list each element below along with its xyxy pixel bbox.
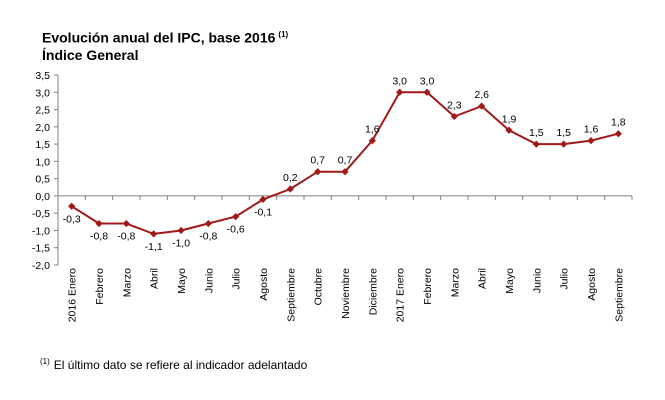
data-point — [177, 226, 185, 235]
footnote-text: El último dato se refiere al indicador a… — [53, 358, 308, 372]
data-label: -1,0 — [172, 237, 190, 249]
y-tick-label: 2,0 — [35, 122, 50, 134]
data-label: 1,5 — [529, 127, 544, 139]
x-tick-label: Agosto — [258, 268, 270, 301]
x-tick-label: Mayo — [176, 268, 188, 294]
y-tick-label: 0,0 — [35, 191, 50, 203]
data-label: 1,9 — [502, 113, 517, 125]
data-label: -0,6 — [227, 224, 245, 236]
chart-title-block: Evolución anual del IPC, base 2016 (1) Ín… — [42, 26, 288, 64]
x-tick-label: Mayo — [504, 268, 516, 294]
data-label: 1,6 — [584, 124, 599, 136]
x-tick-label: Abril — [477, 268, 489, 289]
data-point — [423, 88, 431, 96]
data-point — [232, 213, 240, 221]
y-tick-label: 2,5 — [35, 105, 50, 117]
data-point — [150, 230, 158, 238]
data-point — [368, 137, 376, 145]
footnote: (1) El último dato se refiere al indicado… — [40, 357, 307, 372]
data-label: 3,0 — [392, 75, 407, 87]
y-tick-label: -1,0 — [32, 225, 50, 237]
data-point — [396, 88, 404, 96]
y-tick-label: 3,5 — [35, 70, 50, 82]
x-tick-label: Noviembre — [340, 268, 352, 319]
y-tick-label: 3,0 — [35, 87, 50, 99]
data-label: 3,0 — [420, 75, 435, 87]
data-label: -0,8 — [117, 231, 135, 243]
data-point — [505, 126, 513, 134]
data-point — [478, 102, 486, 110]
data-label: -0,3 — [63, 213, 81, 225]
data-point — [314, 168, 322, 176]
data-label: -0,1 — [254, 206, 272, 218]
data-point — [341, 168, 349, 176]
y-tick-label: 0,5 — [35, 174, 50, 186]
data-label: -0,8 — [90, 231, 108, 243]
data-label: -1,1 — [145, 241, 163, 253]
data-label: 2,3 — [447, 99, 462, 111]
y-tick-label: -2,0 — [32, 260, 50, 272]
data-label: 0,7 — [310, 155, 325, 167]
x-tick-label: 2017 Enero — [395, 268, 407, 322]
data-point — [450, 112, 458, 121]
data-point — [560, 140, 568, 148]
data-label: 1,5 — [556, 127, 571, 139]
data-label: 2,6 — [474, 89, 489, 101]
data-label: 0,2 — [283, 172, 298, 184]
x-tick-label: Junio — [203, 268, 215, 293]
x-tick-label: 2016 Enero — [67, 268, 79, 322]
data-point — [587, 137, 595, 145]
x-tick-label: Octubre — [313, 268, 325, 306]
x-tick-label: Julio — [231, 268, 243, 290]
x-tick-label: Abril — [149, 268, 161, 289]
x-tick-label: Agosto — [586, 268, 598, 301]
data-point — [259, 195, 267, 203]
data-point — [286, 185, 294, 193]
data-label: 1,8 — [611, 117, 626, 129]
data-point — [532, 140, 540, 148]
x-tick-label: Marzo — [121, 268, 133, 297]
data-label: -0,8 — [199, 231, 217, 243]
footnote-mark: (1) — [40, 357, 50, 366]
data-point — [95, 219, 103, 228]
x-tick-label: Julio — [559, 268, 571, 290]
x-tick-label: Diciembre — [367, 268, 379, 315]
chart-subtitle: Índice General — [42, 46, 139, 63]
x-tick-label: Marzo — [449, 268, 461, 297]
y-tick-label: -1,5 — [32, 243, 50, 255]
data-point — [204, 219, 212, 228]
x-tick-label: Febrero — [422, 268, 434, 305]
y-tick-label: 1,0 — [35, 156, 50, 168]
data-point — [68, 202, 76, 210]
data-label: 0,7 — [338, 155, 353, 167]
chart-title: Evolución anual del IPC, base 2016 (1) — [42, 26, 288, 47]
x-tick-label: Septiembre — [285, 268, 297, 322]
x-tick-label: Febrero — [94, 268, 106, 305]
chart-title-note: (1) — [278, 30, 289, 39]
chart-title-text: Evolución anual del IPC, base 2016 — [42, 29, 276, 46]
x-tick-label: Septiembre — [613, 268, 625, 322]
y-tick-label: -0,5 — [32, 208, 50, 220]
x-tick-label: Junio — [531, 268, 543, 293]
data-label: 1,6 — [365, 124, 380, 136]
y-tick-label: 1,5 — [35, 139, 50, 151]
data-point — [614, 130, 622, 138]
data-point — [122, 219, 130, 228]
